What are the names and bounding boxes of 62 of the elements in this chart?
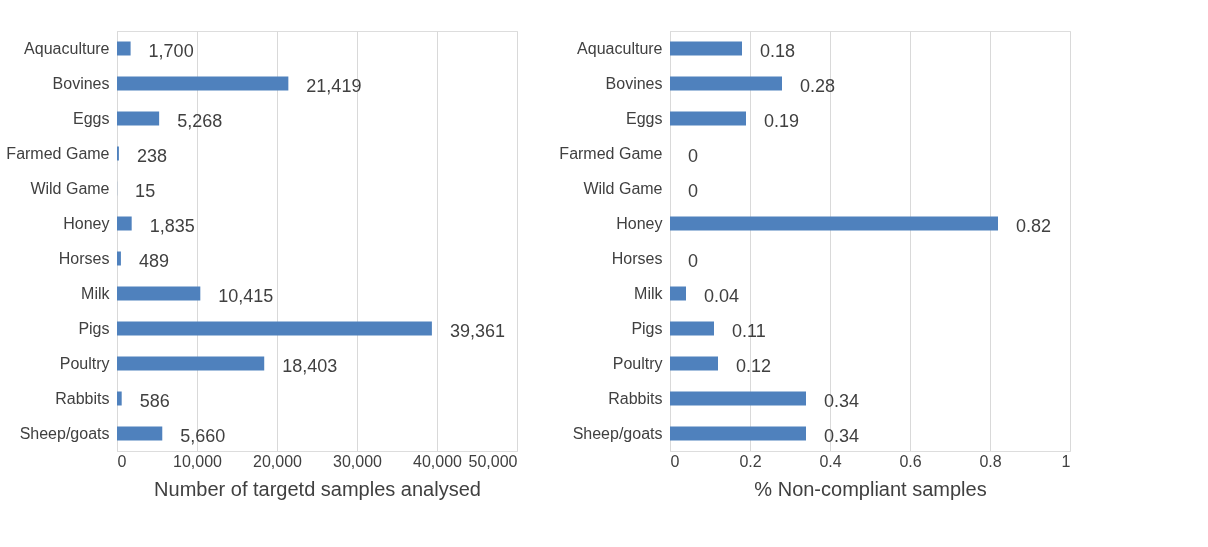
data-label: 15 [135, 180, 156, 201]
x-tick-label: 0 [117, 452, 127, 470]
x-tick-label: 1 [1061, 452, 1071, 470]
x-tick-label: 40,000 [413, 452, 463, 470]
data-label: 586 [139, 390, 170, 411]
x-tick-label: 0 [670, 452, 680, 470]
data-label: 21,419 [306, 75, 362, 96]
y-tick-label: Pigs [631, 319, 663, 337]
y-tick-label: Poultry [59, 354, 110, 372]
y-tick-label: Poultry [612, 354, 663, 372]
data-label: 18,403 [282, 355, 338, 376]
data-label: 0.12 [736, 355, 772, 376]
y-tick-label: Farmed Game [559, 144, 663, 162]
y-tick-label: Horses [611, 249, 663, 267]
data-label: 0.18 [760, 40, 796, 61]
x-tick-label: 0.8 [979, 452, 1002, 470]
y-tick-label: Rabbits [608, 389, 663, 407]
data-label: 0 [688, 250, 699, 271]
y-tick-label: Milk [81, 284, 111, 302]
x-tick-label: 20,000 [253, 452, 303, 470]
data-label: 1,835 [149, 215, 195, 236]
x-tick-label: 0.2 [739, 452, 762, 470]
x-tick-label: 10,000 [173, 452, 223, 470]
data-label: 238 [136, 145, 167, 166]
x-tick-label: 0.4 [819, 452, 842, 470]
data-label: 0.11 [732, 320, 766, 341]
y-tick-label: Farmed Game [6, 144, 110, 162]
data-label: 1,700 [148, 40, 194, 61]
y-tick-label: Rabbits [55, 389, 110, 407]
x-tick-label: 0.6 [899, 452, 922, 470]
x-axis-title: % Non-compliant samples [754, 477, 987, 500]
data-label: 0.82 [1016, 215, 1052, 236]
y-tick-label: Sheep/goats [19, 424, 110, 442]
data-label: 5,268 [177, 110, 223, 131]
data-label: 5,660 [180, 425, 226, 446]
y-tick-label: Sheep/goats [572, 424, 663, 442]
data-label: 0 [688, 180, 699, 201]
data-label: 39,361 [449, 320, 505, 341]
y-tick-label: Horses [58, 249, 110, 267]
data-label: 0.04 [704, 285, 740, 306]
y-tick-label: Eggs [626, 109, 663, 127]
data-label: 0.28 [800, 75, 836, 96]
y-tick-label: Wild Game [583, 179, 663, 197]
y-tick-label: Wild Game [30, 179, 110, 197]
data-label: 0.34 [824, 390, 860, 411]
y-tick-label: Honey [63, 214, 110, 232]
y-tick-label: Milk [634, 284, 664, 302]
y-tick-label: Honey [616, 214, 663, 232]
y-tick-label: Aquaculture [24, 39, 110, 57]
x-axis-title: Number of targetd samples analysed [154, 477, 481, 500]
y-tick-label: Eggs [73, 109, 110, 127]
x-tick-label: 50,000 [468, 452, 518, 470]
data-label: 10,415 [218, 285, 274, 306]
y-tick-label: Aquaculture [577, 39, 663, 57]
y-tick-label: Pigs [78, 319, 110, 337]
y-tick-label: Bovines [605, 74, 663, 92]
y-tick-label: Bovines [52, 74, 110, 92]
data-label: 489 [138, 250, 169, 271]
x-tick-label: 30,000 [333, 452, 383, 470]
data-label: 0.19 [764, 110, 800, 131]
data-label: 0 [688, 145, 699, 166]
data-label: 0.34 [824, 425, 860, 446]
